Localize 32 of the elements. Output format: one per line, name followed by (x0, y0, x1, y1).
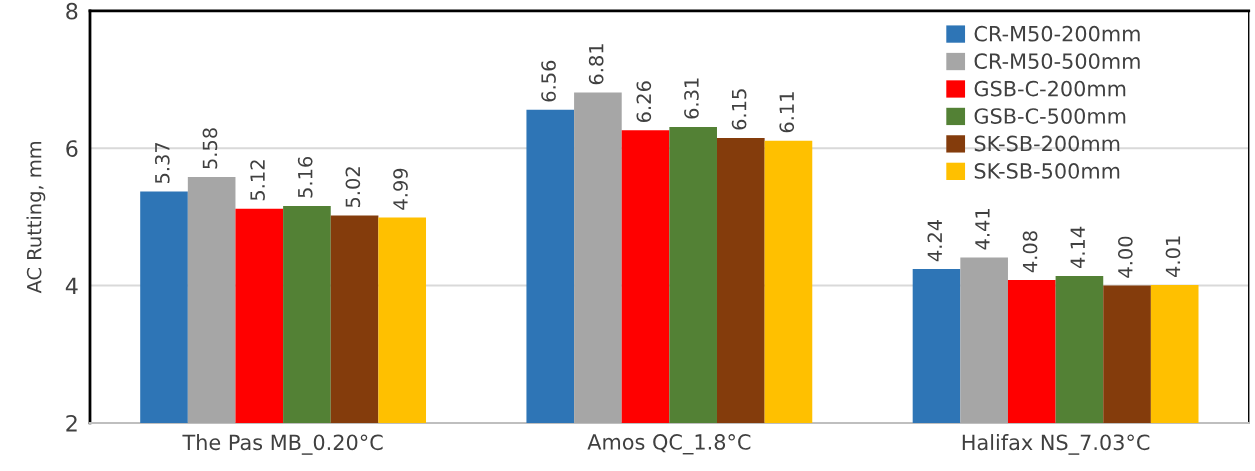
text: 4.00 (1117, 236, 1133, 278)
text: 6.15 (731, 89, 747, 130)
y-axis-title: AC Rutting, mm (26, 141, 46, 294)
text: 4.01 (1165, 236, 1181, 277)
legend-label: GSB-C-500mm (974, 108, 1126, 124)
y-tick-label: 2 (66, 414, 77, 432)
text: 4.08 (1022, 231, 1038, 273)
text: 6.81 (588, 44, 604, 85)
y-tick-label: 4 (65, 277, 78, 295)
y-tick-label: 6 (66, 140, 78, 157)
legend-label: SK-SB-200mm (974, 135, 1120, 152)
text: 6.31 (684, 78, 699, 119)
text: 4.41 (975, 208, 990, 250)
legend-label: CR-M50-200mm (974, 25, 1140, 42)
text: 4.14 (1070, 226, 1085, 269)
legend-label: CR-M50-500mm (974, 53, 1140, 69)
text: 6.26 (636, 81, 652, 123)
x-tick-label: Amos QC_1.8°C (587, 434, 751, 455)
text: 4.24 (927, 219, 942, 262)
legend-label: GSB-C-200mm (974, 80, 1126, 97)
legend-label: SK-SB-500mm (974, 163, 1120, 179)
text: 5.58 (202, 128, 218, 169)
text: 5.02 (345, 167, 361, 208)
text: 5.37 (154, 142, 170, 184)
text: 6.56 (541, 60, 556, 102)
y-tick-label: 8 (66, 2, 78, 20)
text: 5.16 (297, 156, 313, 198)
x-tick-label: The Pas MB_0.20°C (182, 434, 383, 455)
text: 4.99 (393, 168, 408, 210)
text: 6.11 (779, 92, 795, 133)
text: 5.12 (250, 160, 265, 201)
x-tick-label: Halifax NS_7.03°C (962, 434, 1150, 455)
